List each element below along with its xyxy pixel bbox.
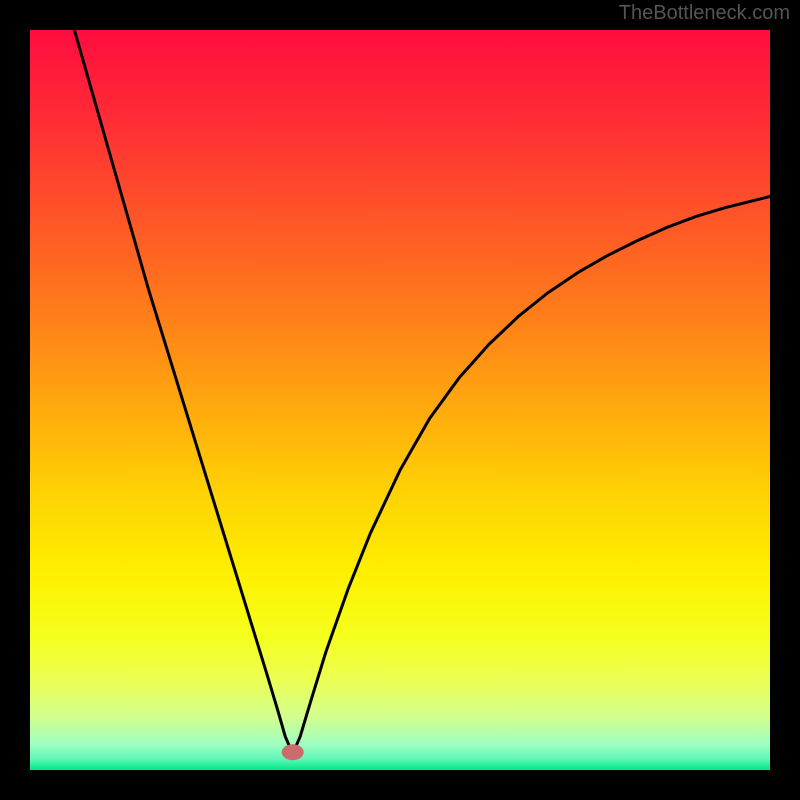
watermark-text: TheBottleneck.com xyxy=(619,2,790,25)
minimum-marker xyxy=(282,744,304,760)
bottleneck-curve xyxy=(74,30,770,754)
curve-layer xyxy=(30,30,770,770)
plot-area xyxy=(30,30,770,770)
chart-frame: TheBottleneck.com xyxy=(0,0,800,800)
